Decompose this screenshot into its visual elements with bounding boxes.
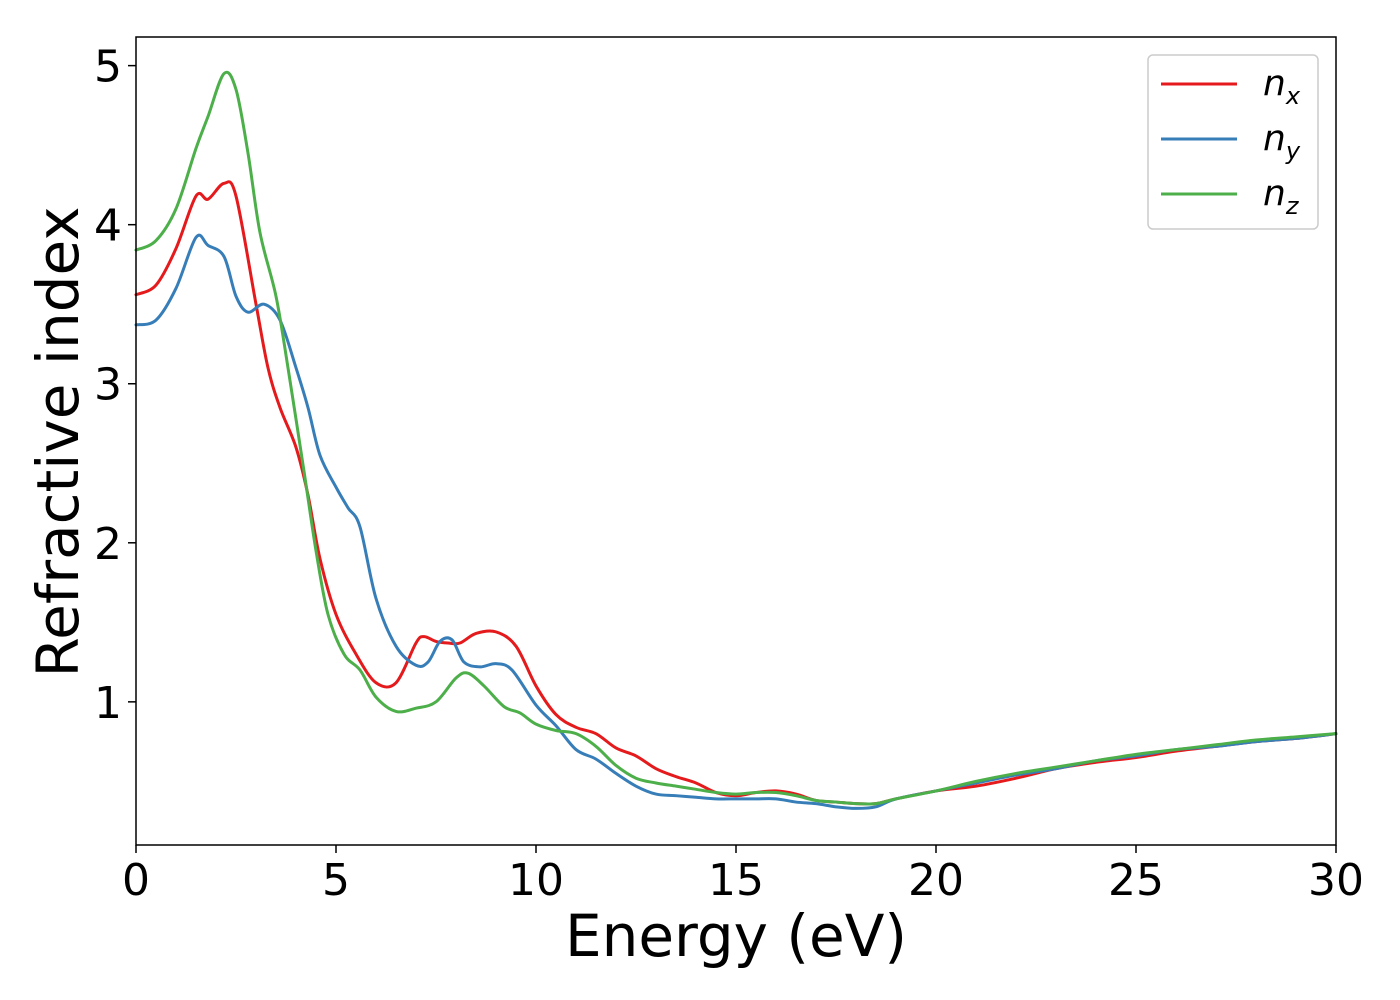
- x-tick-label: 10: [508, 855, 564, 906]
- y-tick-label: 1: [94, 678, 122, 729]
- x-tick-label: 20: [908, 855, 964, 906]
- x-tick-label: 30: [1308, 855, 1364, 906]
- y-tick-label: 2: [94, 519, 122, 570]
- y-tick-label: 5: [94, 42, 122, 93]
- legend-label-z: nz: [1263, 173, 1300, 220]
- x-tick-label: 0: [122, 855, 150, 906]
- legend-label-y: ny: [1263, 118, 1301, 165]
- y-tick-label: 3: [94, 360, 122, 411]
- legend: nx ny nz: [1147, 54, 1319, 230]
- legend-box: [1147, 54, 1319, 230]
- y-axis-label: Refractive index: [24, 206, 92, 677]
- x-axis: 0 5 10 15 20 25 30: [122, 845, 1364, 906]
- x-tick-label: 25: [1108, 855, 1164, 906]
- x-tick-label: 5: [322, 855, 350, 906]
- series-line-n-z: [134, 70, 1338, 806]
- x-axis-label: Energy (eV): [565, 902, 907, 970]
- series-line-n-x: [134, 180, 1338, 806]
- y-axis: 1 2 3 4 5: [94, 42, 136, 729]
- legend-label-x: nx: [1263, 63, 1301, 110]
- y-tick-label: 4: [94, 201, 122, 252]
- x-tick-label: 15: [708, 855, 764, 906]
- series-lines: [134, 70, 1338, 810]
- series-line-n-y: [134, 233, 1338, 810]
